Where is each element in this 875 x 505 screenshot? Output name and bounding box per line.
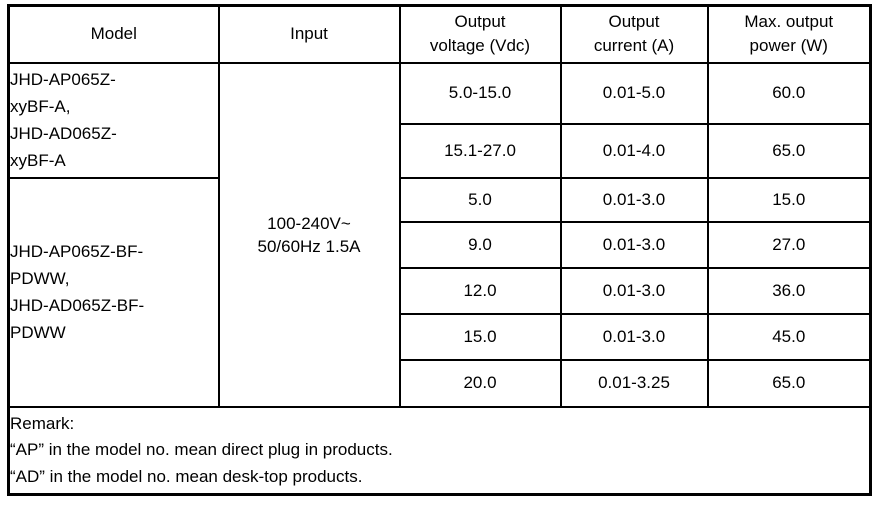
table-row: JHD-AP065Z-BF- PDWW, JHD-AD065Z-BF- PDWW…: [7, 176, 872, 408]
current-cell: 0.01-3.0: [559, 312, 709, 361]
header-output-current: Output current (A): [559, 4, 709, 64]
model-name-line: xyBF-A: [10, 151, 66, 170]
voltage-cell: 5.0-15.0: [398, 61, 562, 125]
remark-title: Remark:: [10, 413, 75, 433]
remark-line-ad: “AD” in the model no. mean desk-top prod…: [10, 466, 363, 486]
power-cell: 65.0: [706, 358, 872, 408]
remark-cell: Remark: “AP” in the model no. mean direc…: [7, 405, 872, 496]
remark-line-ap: “AP” in the model no. mean direct plug i…: [10, 440, 393, 459]
remark-row: Remark: “AP” in the model no. mean direc…: [7, 405, 872, 496]
current-cell: 0.01-3.0: [559, 220, 709, 269]
power-cell: 65.0: [706, 122, 872, 179]
header-output-current-line1: Output: [608, 12, 660, 32]
power-cell: 45.0: [706, 312, 872, 361]
header-output-voltage-line2: voltage (Vdc): [429, 36, 531, 56]
input-spec-line1: 100-240V~: [267, 213, 351, 233]
model-group-2-cell: JHD-AP065Z-BF- PDWW, JHD-AD065Z-BF- PDWW: [7, 176, 220, 408]
table-header-row: Model Input Output voltage (Vdc) Output …: [7, 4, 872, 64]
spec-table: Model Input Output voltage (Vdc) Output …: [7, 4, 872, 496]
header-input: Input: [217, 4, 401, 64]
header-output-voltage-line1: Output: [454, 12, 506, 32]
power-cell: 36.0: [706, 266, 872, 315]
header-model: Model: [7, 4, 220, 64]
voltage-cell: 5.0: [398, 176, 562, 223]
current-cell: 0.01-3.0: [559, 266, 709, 315]
model-name-line: xyBF-A,: [10, 97, 71, 116]
table-row: 12.0 0.01-3.0 36.0: [9, 266, 872, 315]
power-cell: 60.0: [706, 61, 872, 125]
voltage-cell: 15.0: [398, 312, 562, 361]
input-spec-line2: 50/60Hz 1.5A: [257, 236, 361, 256]
header-output-current-line2: current (A): [593, 36, 675, 56]
model-name-line: JHD-AP065Z-: [10, 70, 116, 89]
voltage-cell: 12.0: [398, 266, 562, 315]
voltage-cell: 20.0: [398, 358, 562, 408]
model-name-line: JHD-AP065Z-BF-: [10, 242, 144, 261]
header-max-power-line2: power (W): [749, 36, 828, 56]
voltage-cell: 9.0: [398, 220, 562, 269]
table-row: 15.0 0.01-3.0 45.0: [9, 312, 872, 361]
model-group-1-cell: JHD-AP065Z- xyBF-A, JHD-AD065Z- xyBF-A: [7, 61, 220, 179]
table-row: 15.1-27.0 0.01-4.0 65.0: [9, 122, 872, 179]
model-name-line: JHD-AD065Z-: [10, 124, 117, 143]
power-cell: 27.0: [706, 220, 872, 269]
power-cell: 15.0: [706, 176, 872, 223]
current-cell: 0.01-3.0: [559, 176, 709, 223]
current-cell: 0.01-4.0: [559, 122, 709, 179]
table-row: 9.0 0.01-3.0 27.0: [9, 220, 872, 269]
model-name-line: PDWW: [10, 323, 66, 342]
table-row: 20.0 0.01-3.25 65.0: [9, 358, 872, 408]
header-output-voltage: Output voltage (Vdc): [398, 4, 562, 64]
current-cell: 0.01-3.25: [559, 358, 709, 408]
current-cell: 0.01-5.0: [559, 61, 709, 125]
input-cell: 100-240V~ 50/60Hz 1.5A: [217, 61, 401, 408]
table-row: JHD-AP065Z- xyBF-A, JHD-AD065Z- xyBF-A 1…: [7, 61, 872, 408]
header-max-power: Max. output power (W): [706, 4, 872, 64]
voltage-cell: 15.1-27.0: [398, 122, 562, 179]
model-name-line: JHD-AD065Z-BF-: [10, 296, 145, 315]
model-name-line: PDWW,: [10, 269, 70, 288]
header-max-power-line1: Max. output: [744, 12, 834, 32]
